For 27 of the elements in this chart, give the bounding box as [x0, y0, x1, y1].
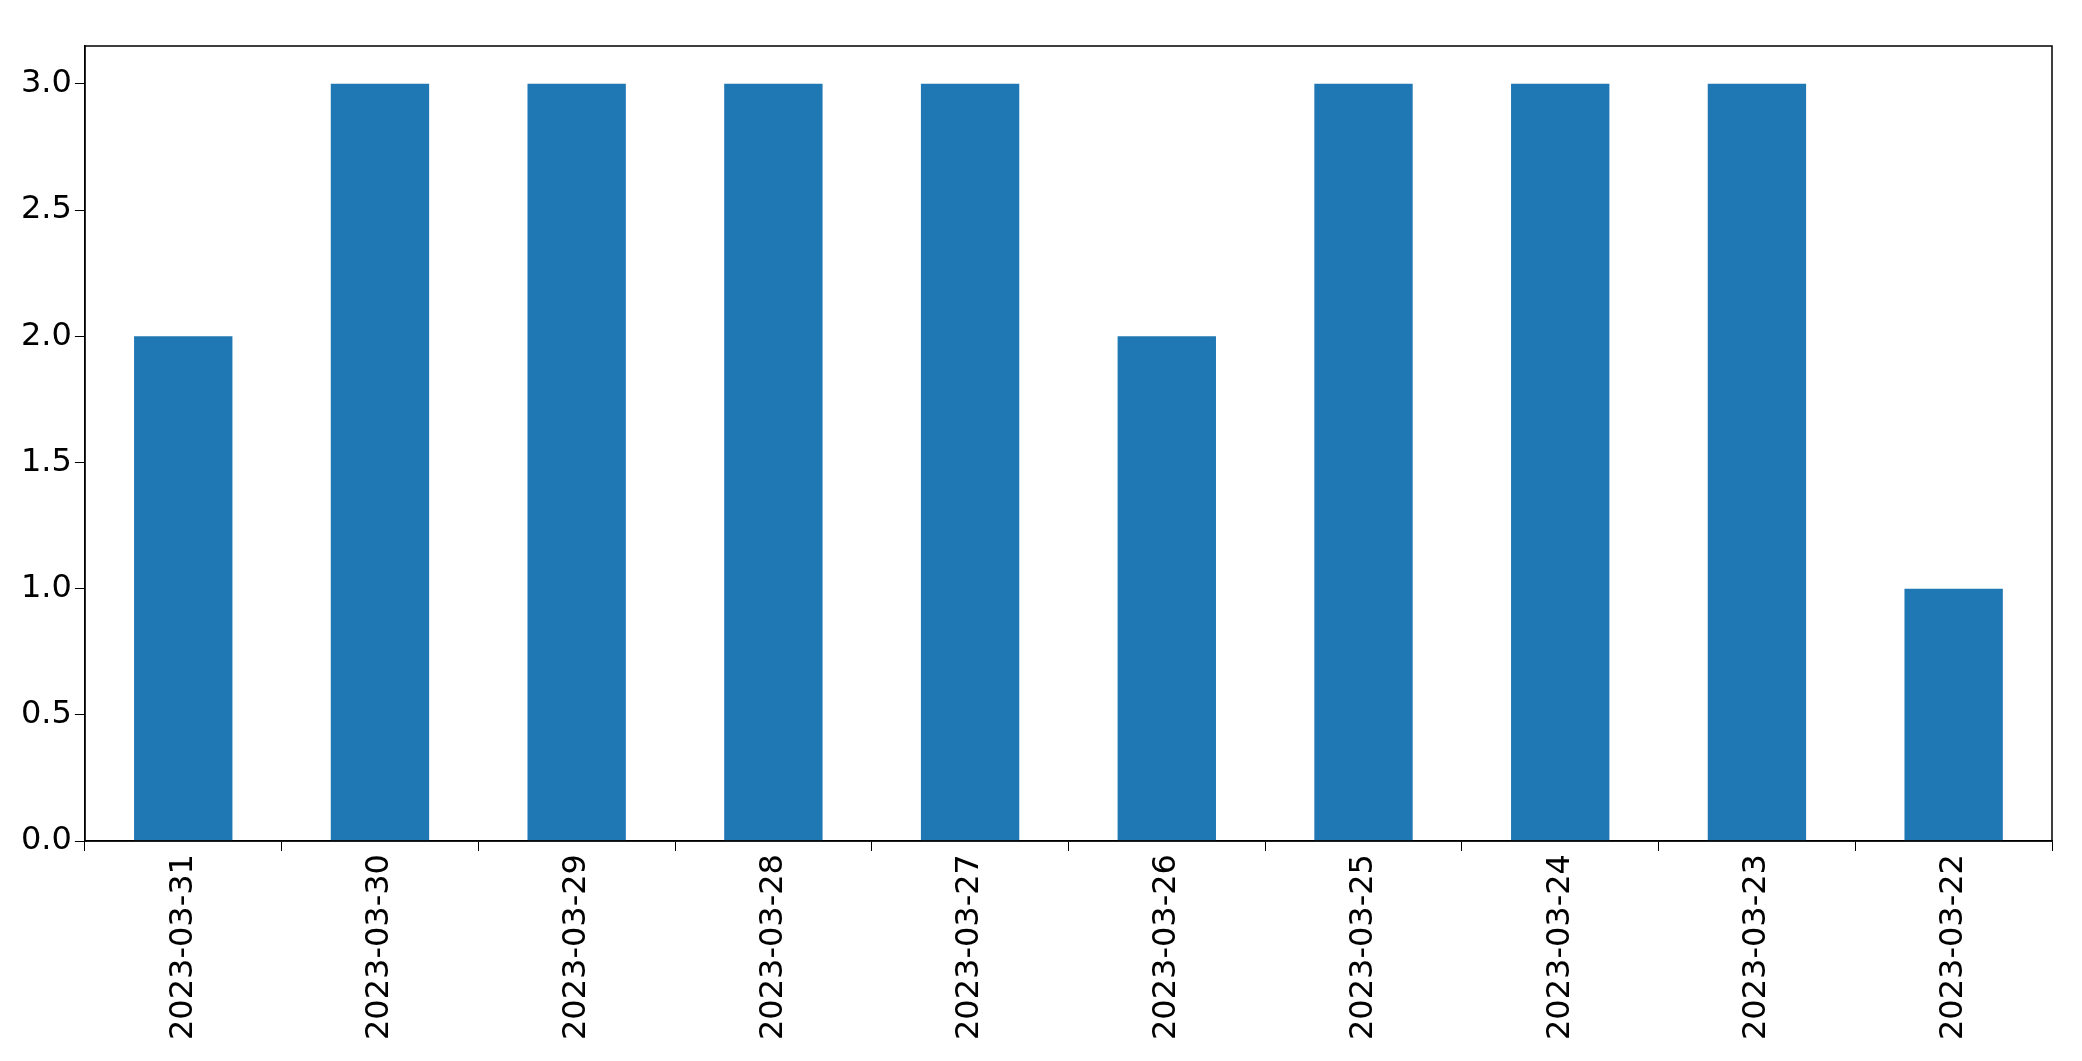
- bar: [527, 83, 626, 841]
- bar: [1707, 83, 1807, 841]
- y-tick-label: 0.5: [21, 693, 72, 732]
- x-tick-label: 2023-03-27: [948, 854, 987, 1040]
- bar: [920, 83, 1020, 841]
- x-tick-label: 2023-03-22: [1931, 854, 1970, 1040]
- x-tick-label: 2023-03-23: [1735, 854, 1774, 1040]
- bar: [1314, 83, 1413, 841]
- x-tick-label: 2023-03-29: [554, 854, 593, 1040]
- x-tick-label: 2023-03-31: [161, 854, 200, 1040]
- bar: [724, 83, 823, 841]
- x-tick-label: 2023-03-28: [751, 854, 790, 1040]
- x-tick-label: 2023-03-26: [1145, 854, 1184, 1040]
- y-tick-label: 2.0: [21, 314, 72, 353]
- y-tick-label: 3.0: [21, 62, 72, 101]
- bar: [134, 336, 233, 841]
- y-tick-label: 0.0: [21, 819, 72, 858]
- y-tick-label: 2.5: [21, 188, 72, 227]
- bar: [1117, 336, 1216, 841]
- x-tick-label: 2023-03-30: [358, 854, 397, 1040]
- y-tick-label: 1.0: [21, 566, 72, 605]
- bar: [1511, 83, 1610, 841]
- bar: [330, 83, 430, 841]
- x-tick-label: 2023-03-24: [1538, 854, 1577, 1040]
- y-tick-label: 1.5: [21, 440, 72, 479]
- bar: [1904, 588, 2003, 841]
- x-tick-label: 2023-03-25: [1341, 854, 1380, 1040]
